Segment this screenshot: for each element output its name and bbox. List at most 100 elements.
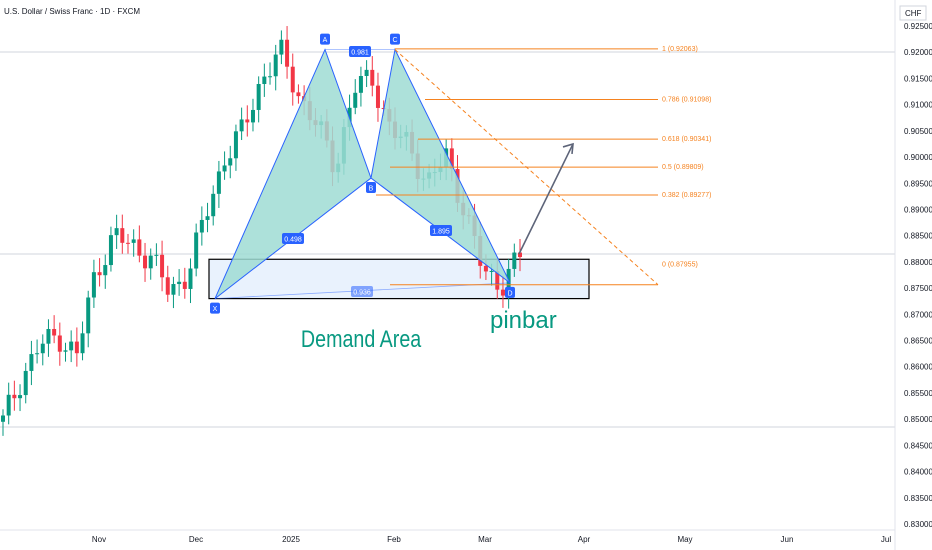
candle-body <box>12 394 17 399</box>
candle-body <box>233 131 238 159</box>
candle-body <box>370 69 375 86</box>
candle-body <box>120 228 125 243</box>
candle-body <box>108 235 113 266</box>
candle-body <box>40 343 45 354</box>
fib-label: 0.5 (0.89809) <box>662 164 704 171</box>
candle-body <box>1 415 5 422</box>
y-tick-label: 0.88500 <box>904 232 932 241</box>
y-tick-label: 0.89500 <box>904 179 932 188</box>
fib-levels[interactable]: 1 (0.92063) 0.786 (0.91098) 0.618 (0.90341… <box>376 46 711 286</box>
ratio-box <box>351 286 373 297</box>
candle-body <box>29 354 34 371</box>
currency-box[interactable] <box>899 5 927 21</box>
candle-body <box>279 39 284 55</box>
candle-body <box>103 265 108 276</box>
time-axis[interactable]: Nov Dec 2025 Feb Mar Apr May Jun Jul <box>92 535 891 544</box>
x-tick-label: Dec <box>189 535 203 544</box>
candle-body <box>256 83 261 110</box>
candle-body <box>358 75 363 93</box>
fib-label: 0.618 (0.90341) <box>662 136 711 143</box>
x-tick-label: Feb <box>387 535 401 544</box>
candle-body <box>245 119 250 123</box>
pattern-point-label: X <box>213 306 218 313</box>
y-tick-label: 0.90000 <box>904 153 932 162</box>
y-tick-label: 0.84500 <box>904 441 932 450</box>
candle-body <box>148 255 153 269</box>
y-tick-label: 0.91000 <box>904 101 932 110</box>
pattern-point-label: D <box>507 290 512 297</box>
fib-label: 0 (0.87955) <box>662 261 698 268</box>
x-tick-label: Apr <box>578 535 591 544</box>
candle-body <box>165 277 170 295</box>
candle-body <box>57 335 62 352</box>
x-tick-label: Jun <box>781 535 794 544</box>
candle-body <box>171 284 176 295</box>
candle-body <box>449 148 454 170</box>
fib-label: 0.382 (0.89277) <box>662 192 711 199</box>
price-axis[interactable]: 0.92500 0.92000 0.91500 0.91000 0.90500 0.900… <box>904 22 932 529</box>
y-tick-label: 0.87000 <box>904 310 932 319</box>
ratio-label: 0.981 <box>351 50 369 57</box>
candle-body <box>495 270 500 290</box>
candle-body <box>216 171 221 194</box>
pattern-point-marker <box>390 33 400 45</box>
candle-body <box>489 270 494 272</box>
candle-body <box>80 333 85 354</box>
pattern-point-label: B <box>369 186 374 193</box>
candle-body <box>483 265 488 272</box>
y-tick-label: 0.92500 <box>904 22 932 31</box>
candle-body <box>91 272 96 298</box>
candle-body <box>273 54 278 77</box>
y-tick-label: 0.90500 <box>904 127 932 136</box>
candle-body <box>131 239 136 243</box>
candle-body <box>290 66 295 93</box>
pattern-point-marker <box>320 33 330 45</box>
candle-body <box>239 119 244 132</box>
candle-body <box>143 255 148 269</box>
demand-area-label: Demand Area <box>301 325 422 352</box>
candle-body <box>188 268 193 289</box>
candle-body <box>46 328 51 344</box>
x-tick-label: Nov <box>92 535 106 544</box>
pattern-point-marker <box>505 286 515 298</box>
pattern-point-label: C <box>392 37 397 44</box>
ratio-box <box>430 225 452 236</box>
candle-body <box>69 341 74 351</box>
x-tick-label: Jul <box>881 535 891 544</box>
harmonic-pattern[interactable]: X A B C D 0.981 0.498 1.895 0.936 <box>210 33 515 314</box>
pattern-point-marker <box>210 302 220 314</box>
y-tick-label: 0.87500 <box>904 284 932 293</box>
y-tick-label: 0.89000 <box>904 205 932 214</box>
candle-body <box>512 252 517 269</box>
candle-body <box>250 109 255 123</box>
y-tick-label: 0.85500 <box>904 389 932 398</box>
ratio-box <box>349 46 371 57</box>
candle-body <box>375 85 380 108</box>
arrow-head <box>562 142 574 155</box>
candle-body <box>199 219 204 233</box>
pattern-point-label: A <box>323 37 328 44</box>
candle-body <box>194 232 199 269</box>
candle-body <box>364 69 369 76</box>
candle-body <box>211 193 216 217</box>
candle-body <box>353 92 358 108</box>
candle-body <box>160 254 165 278</box>
candle-body <box>114 228 119 236</box>
y-tick-label: 0.85000 <box>904 415 932 424</box>
candle-body <box>52 328 57 336</box>
dashed-trendline[interactable] <box>394 49 659 286</box>
currency-label: CHF <box>905 9 922 18</box>
ratio-label: 0.498 <box>284 237 302 244</box>
symbol-title: U.S. Dollar / Swiss Franc · 1D · FXCM <box>4 7 140 16</box>
demand-zone[interactable] <box>208 258 590 300</box>
x-tick-label: 2025 <box>282 535 300 544</box>
ratio-label: 0.936 <box>353 290 371 297</box>
fib-label: 1 (0.92063) <box>662 46 698 53</box>
ratio-box <box>282 233 304 244</box>
candle-body <box>268 76 273 78</box>
projection-arrow[interactable] <box>518 142 574 255</box>
candle-body <box>74 341 79 354</box>
candle-body <box>18 395 23 399</box>
candle-body <box>228 158 233 166</box>
